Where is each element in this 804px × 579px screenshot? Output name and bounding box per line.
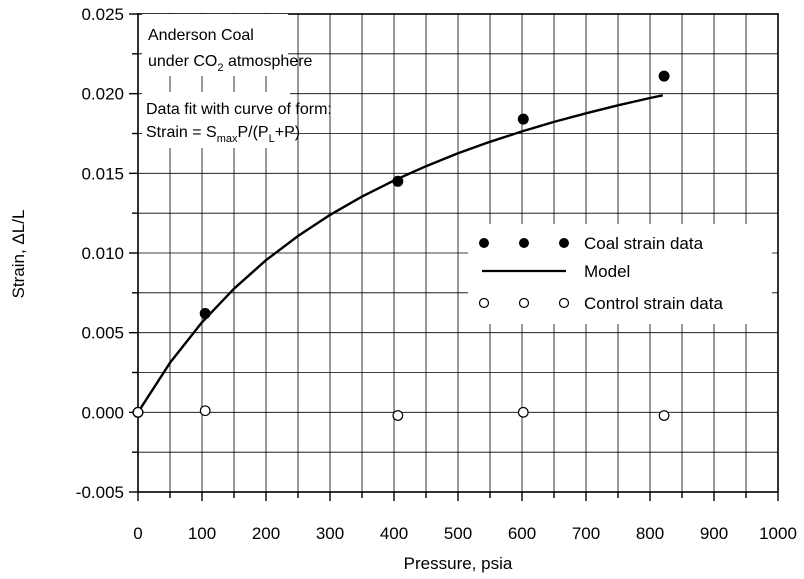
- legend-coal-marker-1: [479, 238, 489, 248]
- coal-strain-point: [517, 113, 529, 125]
- control-strain-point: [658, 410, 670, 421]
- y-tick-labels: -0.005 0.000 0.005 0.010 0.015 0.020 0.025: [76, 5, 124, 502]
- legend-coal-label: Coal strain data: [584, 234, 704, 253]
- control-strain-point: [132, 406, 144, 418]
- annotation-atmosphere: under CO2 atmosphere: [148, 53, 313, 74]
- x-tick-label: 1000: [759, 524, 797, 543]
- coal-strain-point: [199, 308, 211, 320]
- legend-model-label: Model: [584, 262, 630, 281]
- y-tick-label: 0.000: [81, 403, 124, 422]
- y-tick-label: -0.005: [76, 483, 124, 502]
- y-tick-label: 0.020: [81, 85, 124, 104]
- y-tick-label: 0.025: [81, 5, 124, 24]
- control-strain-point: [517, 406, 529, 418]
- legend-coal-marker-2: [519, 238, 529, 248]
- x-tick-label: 200: [252, 524, 280, 543]
- x-tick-label: 400: [380, 524, 408, 543]
- y-axis-title: Strain, ΔL/L: [9, 210, 28, 299]
- annotation-box: Anderson Coal under CO2 atmosphere Data …: [142, 14, 332, 148]
- legend-background: [468, 224, 772, 324]
- y-tick-label: 0.015: [81, 164, 124, 183]
- x-tick-labels: 0 100 200 300 400 500 600 700 800 900 1000: [133, 524, 797, 543]
- control-strain-point: [199, 405, 211, 417]
- x-tick-label: 300: [316, 524, 344, 543]
- annotation-coal-name: Anderson Coal: [148, 27, 254, 44]
- legend-coal-marker-3: [559, 238, 569, 248]
- axis-ticks: [129, 13, 779, 501]
- x-tick-label: 800: [636, 524, 664, 543]
- coal-strain-point: [392, 175, 404, 187]
- x-tick-label: 500: [444, 524, 472, 543]
- y-tick-label: 0.005: [81, 324, 124, 343]
- x-tick-label: 900: [700, 524, 728, 543]
- coal-strain-point: [658, 70, 670, 82]
- y-tick-label: 0.010: [81, 244, 124, 263]
- x-tick-label: 100: [188, 524, 216, 543]
- model-curve: [136, 94, 664, 413]
- x-axis-title: Pressure, psia: [404, 554, 513, 573]
- annotation-fit-description: Data fit with curve of form:: [146, 101, 332, 118]
- x-tick-label: 600: [508, 524, 536, 543]
- legend-control-marker-1: [478, 297, 490, 309]
- legend-control-marker-2: [518, 297, 530, 309]
- x-tick-label: 700: [572, 524, 600, 543]
- annotation-fit-equation: Strain = SmaxP/(PL+P): [146, 124, 300, 145]
- legend: Coal strain data Model Control strain da…: [468, 224, 772, 324]
- control-strain-point: [392, 410, 404, 421]
- x-tick-label: 0: [133, 524, 142, 543]
- legend-control-marker-3: [558, 297, 570, 309]
- legend-control-label: Control strain data: [584, 294, 723, 313]
- data-series: [132, 70, 670, 421]
